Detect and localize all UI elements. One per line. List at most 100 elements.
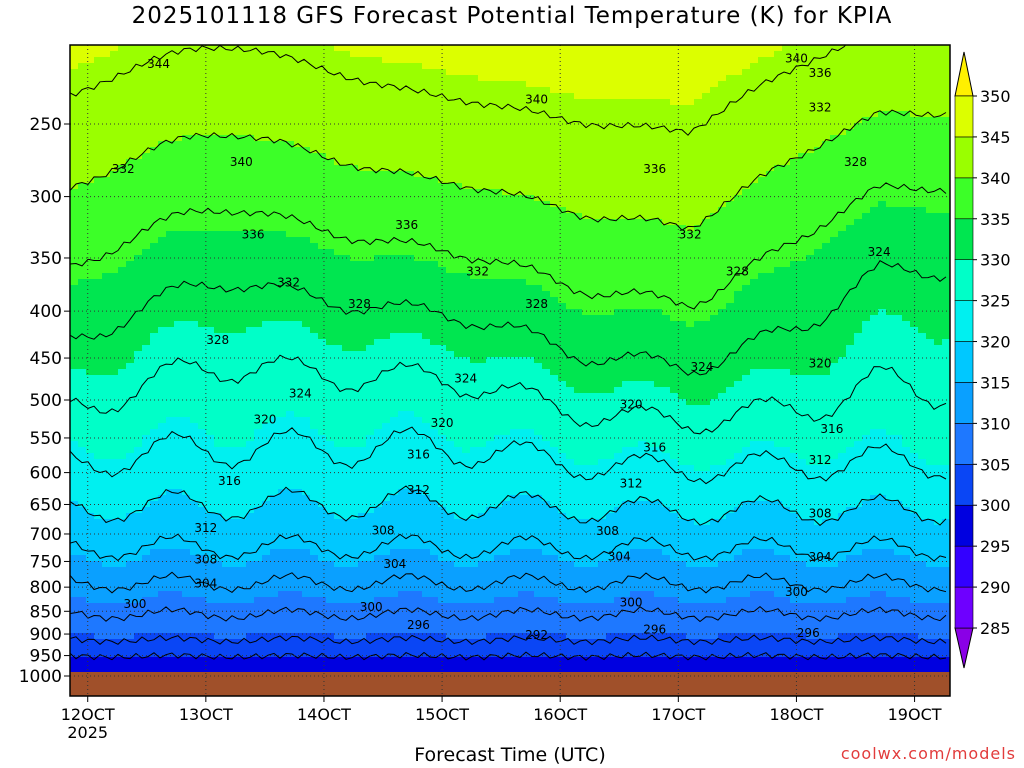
y-tick-label-350: 350 [30, 249, 62, 269]
contour-label-344: 344 [147, 57, 170, 71]
contour-label-312: 312 [407, 483, 430, 497]
colorbar-segment-335 [954, 177, 974, 220]
y-tick-label-450: 450 [30, 349, 62, 369]
contour-label-308: 308 [372, 524, 395, 538]
contour-label-312: 312 [194, 521, 217, 535]
colorbar-bottom-arrow [954, 627, 974, 669]
x-axis: 12OCT 13OCT 14OCT 15OCT 16OCT 17OCT 18OCT 19OCT… [61, 696, 942, 742]
y-tick-label-850: 850 [30, 602, 62, 622]
colorbar-label-315: 315 [980, 373, 1011, 392]
contour-308 [70, 605, 947, 623]
colorbar-segment-325 [954, 259, 974, 301]
y-tick-label-300: 300 [30, 188, 62, 208]
contour-label-308: 308 [596, 524, 619, 538]
colorbar-segment-320 [954, 300, 974, 342]
contour-label-332: 332 [112, 162, 135, 176]
colorbar-segment-290 [954, 545, 974, 588]
colorbar-top-arrow [954, 51, 974, 97]
contour-324 [70, 426, 947, 485]
contour-label-308: 308 [809, 507, 832, 521]
credit-link[interactable]: coolwx.com/models [840, 744, 1016, 763]
contour-332 [70, 260, 947, 376]
y-tick-label-950: 950 [30, 647, 62, 667]
y-axis: 250 300 350 400 450 500 550 600 650 700 750 800 850 9… [19, 115, 70, 687]
x-axis-label: Forecast Time (UTC) [414, 744, 606, 766]
y-tick-label-700: 700 [30, 525, 62, 545]
contour-label-320: 320 [253, 412, 276, 426]
colorbar-label-320: 320 [980, 333, 1011, 352]
y-tick-label-750: 750 [30, 552, 62, 572]
colorbar-segment-285 [954, 586, 974, 629]
y-tick-label-250: 250 [30, 115, 62, 135]
colorbar-label-290: 290 [980, 578, 1011, 597]
y-tick-label-800: 800 [30, 578, 62, 598]
x-tick-label-19OCT: 19OCT [888, 705, 942, 724]
colorbar-label-350: 350 [980, 87, 1011, 106]
contour-label-304: 304 [608, 550, 631, 564]
colorbar-label-345: 345 [980, 128, 1011, 147]
y-tick-label-400: 400 [30, 302, 62, 322]
x-tick-label-18OCT: 18OCT [769, 705, 823, 724]
contour-label-296: 296 [797, 626, 820, 640]
contour-label-324: 324 [454, 372, 477, 386]
y-tick-label-900: 900 [30, 625, 62, 645]
contour-label-308: 308 [194, 552, 217, 566]
contour-label-336: 336 [643, 162, 666, 176]
contour-label-316: 316 [218, 474, 241, 488]
contour-label-300: 300 [620, 595, 643, 609]
contour-label-332: 332 [679, 228, 702, 242]
colorbar-label-310: 310 [980, 414, 1011, 433]
contour-344 [70, 45, 847, 136]
y-tick-label-650: 650 [30, 495, 62, 515]
contour-label-320: 320 [431, 416, 454, 430]
contour-label-316: 316 [820, 422, 843, 436]
contour-label-312: 312 [809, 453, 832, 467]
x-tick-label-14OCT: 14OCT [297, 705, 351, 724]
contour-label-328: 328 [206, 333, 229, 347]
colorbar-label-300: 300 [980, 496, 1011, 515]
contour-312 [70, 571, 947, 594]
colorbar-segment-340 [954, 136, 974, 179]
contour-label-320: 320 [620, 398, 643, 412]
colorbar-label-330: 330 [980, 251, 1011, 270]
contour-304 [70, 634, 947, 646]
contour-label-328: 328 [844, 155, 867, 169]
x-tick-label-15OCT: 15OCT [415, 705, 469, 724]
contour-label-332: 332 [466, 264, 489, 278]
contour-label-304: 304 [383, 557, 406, 571]
contour-label-336: 336 [395, 218, 418, 232]
contour-labels: 3443403403403363363363363323323323323323… [112, 51, 891, 642]
contour-300 [70, 651, 947, 661]
contour-328 [70, 354, 947, 435]
contour-label-328: 328 [525, 297, 548, 311]
contour-label-316: 316 [643, 440, 666, 454]
x-tick-year: 2025 [67, 723, 108, 742]
contour-label-292: 292 [525, 628, 548, 642]
contour-label-300: 300 [785, 585, 808, 599]
x-tick-label-17OCT: 17OCT [651, 705, 705, 724]
colorbar-segment-345 [954, 95, 974, 138]
colorbar-label-295: 295 [980, 537, 1011, 556]
y-tick-label-1000: 1000 [19, 667, 62, 687]
x-tick-label-16OCT: 16OCT [533, 705, 587, 724]
contour-340 [70, 109, 947, 231]
contour-label-300: 300 [360, 600, 383, 614]
contour-label-316: 316 [407, 447, 430, 461]
x-tick-label-13OCT: 13OCT [179, 705, 233, 724]
contour-label-340: 340 [230, 155, 253, 169]
contour-label-336: 336 [242, 228, 265, 242]
colorbar: 285 290 295 300 305 310 315 320 325 330 335 340 345 3… [954, 51, 1011, 669]
contour-label-320: 320 [809, 356, 832, 370]
contour-label-296: 296 [407, 618, 430, 632]
contour-label-312: 312 [620, 477, 643, 491]
y-tick-label-600: 600 [30, 464, 62, 484]
colorbar-segment-295 [954, 504, 974, 547]
contour-label-300: 300 [124, 597, 147, 611]
contour-label-324: 324 [868, 245, 891, 259]
colorbar-segment-315 [954, 341, 974, 383]
grid-lines [70, 45, 950, 696]
contour-label-332: 332 [809, 101, 832, 115]
contour-label-304: 304 [194, 577, 217, 591]
colorbar-label-340: 340 [980, 169, 1011, 188]
